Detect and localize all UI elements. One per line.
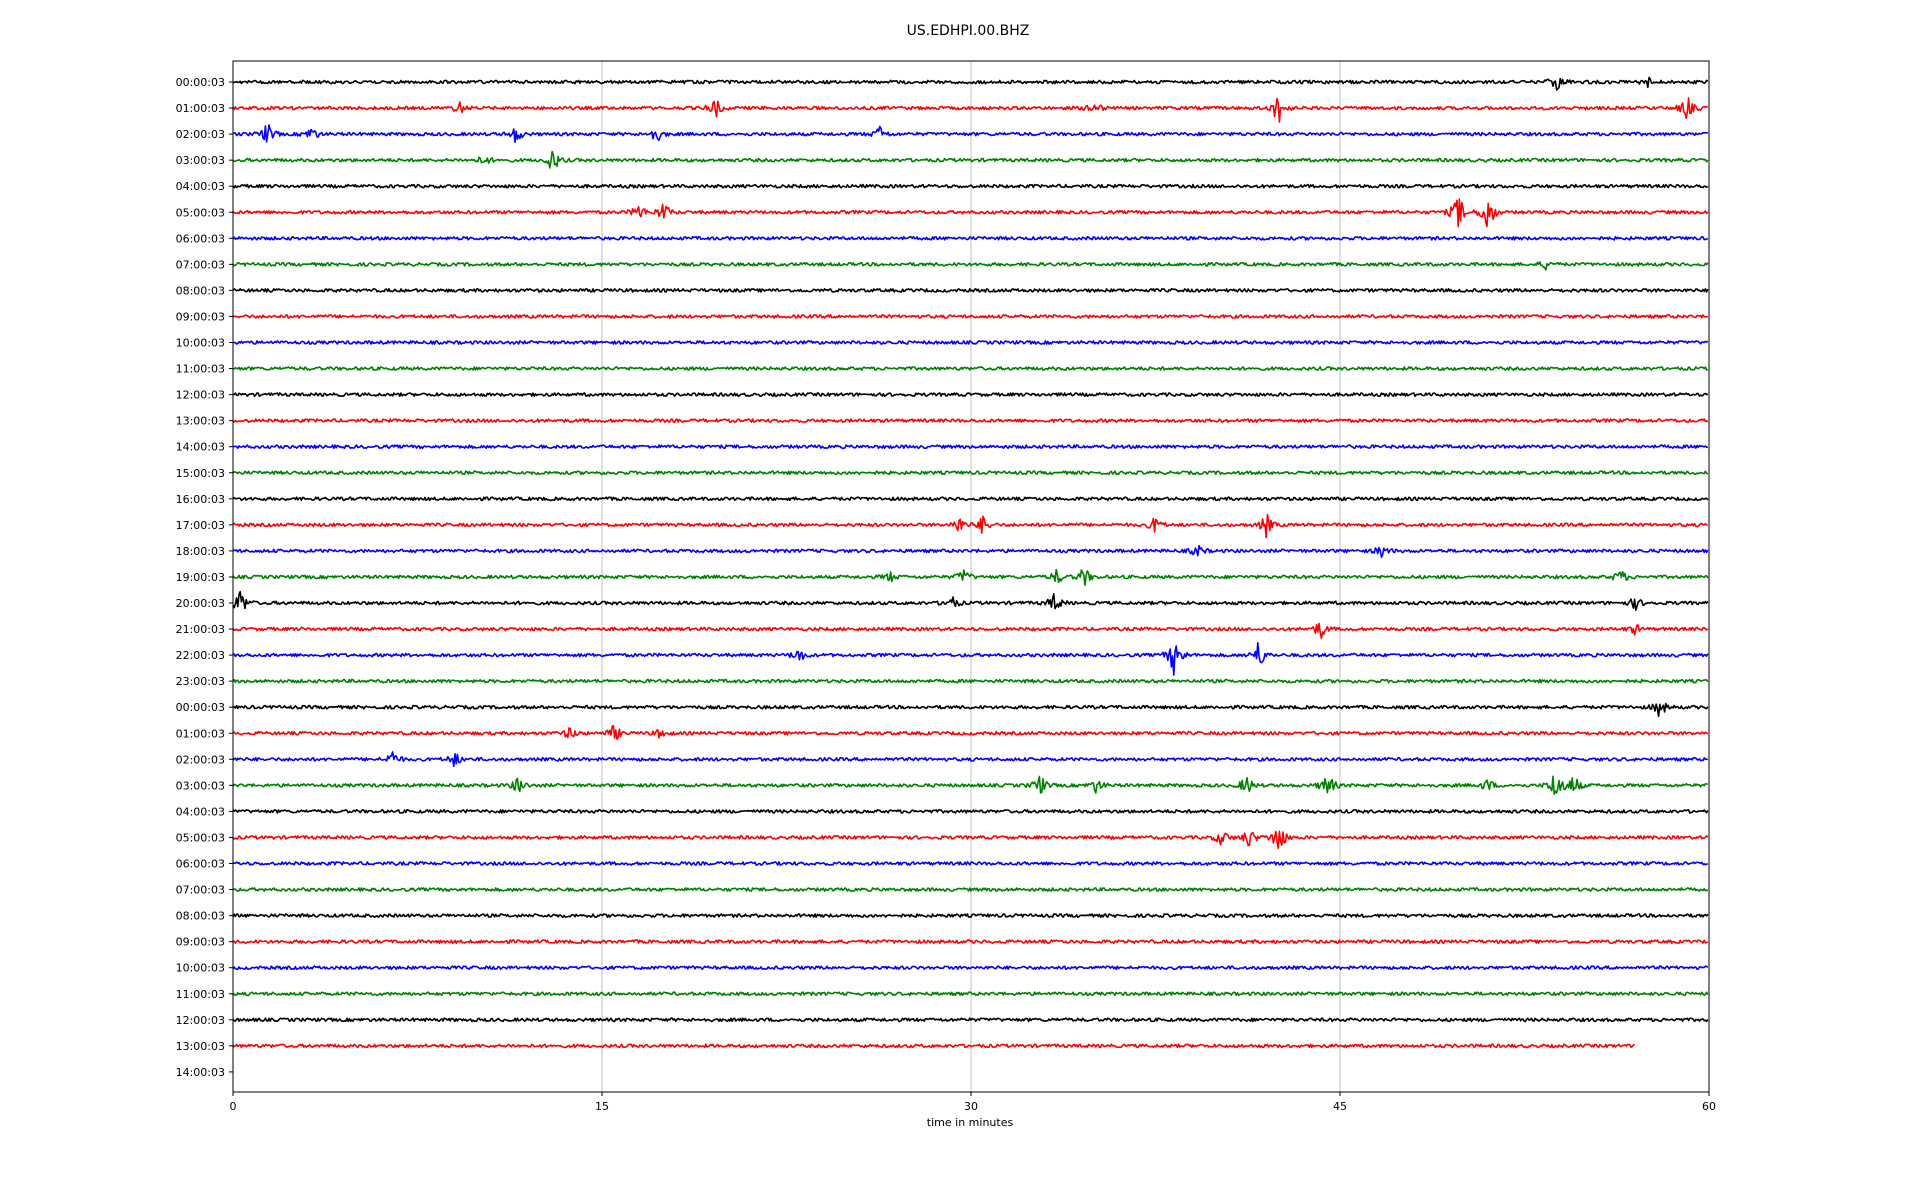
row-label: 03:00:03 [176,779,225,792]
row-label: 18:00:03 [176,545,225,558]
row-label: 13:00:03 [176,415,225,428]
row-label: 20:00:03 [176,597,225,610]
row-label: 08:00:03 [176,910,225,923]
row-label: 06:00:03 [176,858,225,871]
row-label: 14:00:03 [176,441,225,454]
row-label: 09:00:03 [176,936,225,949]
row-label: 12:00:03 [176,389,225,402]
x-axis-label: time in minutes [927,1116,1014,1129]
row-label: 10:00:03 [176,962,225,975]
x-tick-label: 0 [230,1100,237,1113]
chart-title: US.EDHPI.00.BHZ [907,23,1030,39]
row-label: 05:00:03 [176,831,225,844]
row-label: 19:00:03 [176,571,225,584]
row-label: 00:00:03 [176,76,225,89]
x-tick-label: 30 [964,1100,978,1113]
x-tick-label: 15 [595,1100,609,1113]
row-label: 04:00:03 [176,180,225,193]
row-label: 23:00:03 [176,675,225,688]
row-label: 00:00:03 [176,701,225,714]
row-label: 17:00:03 [176,519,225,532]
row-label: 15:00:03 [176,467,225,480]
row-label: 11:00:03 [176,988,225,1001]
row-label: 07:00:03 [176,258,225,271]
row-label: 11:00:03 [176,363,225,376]
row-label: 01:00:03 [176,102,225,115]
row-label: 07:00:03 [176,884,225,897]
row-label: 22:00:03 [176,649,225,662]
row-label: 14:00:03 [176,1066,225,1079]
x-tick-label: 45 [1333,1100,1347,1113]
row-label: 21:00:03 [176,623,225,636]
row-label: 08:00:03 [176,284,225,297]
x-tick-label: 60 [1702,1100,1716,1113]
row-label: 16:00:03 [176,493,225,506]
row-label: 13:00:03 [176,1040,225,1053]
row-label: 10:00:03 [176,337,225,350]
row-label: 06:00:03 [176,232,225,245]
row-label: 05:00:03 [176,206,225,219]
row-label: 02:00:03 [176,128,225,141]
row-label: 12:00:03 [176,1014,225,1027]
row-label: 04:00:03 [176,805,225,818]
row-label: 02:00:03 [176,753,225,766]
row-label: 01:00:03 [176,727,225,740]
row-label: 03:00:03 [176,154,225,167]
row-label: 09:00:03 [176,310,225,323]
